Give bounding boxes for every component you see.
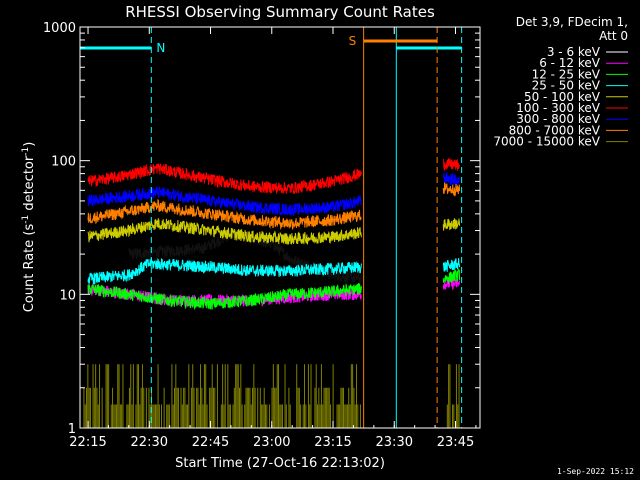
plot-frame [79,26,481,429]
x-tick-label-23:15: 23:15 [314,435,351,450]
y-axis-label: Count Rate (s-1 detector-1) [21,142,37,313]
series-line [442,267,461,284]
legend-header-1: Det 3,9, FDecim 1, [516,15,628,29]
x-tick-label-23:30: 23:30 [376,435,413,450]
series-line [442,172,460,187]
saa-label: S [349,34,357,48]
series-line [87,283,362,311]
x-tick-label-23:45: 23:45 [437,435,474,450]
legend-label-4: 50 - 100 keV [524,90,601,104]
legend-label-1: 6 - 12 keV [539,56,601,70]
footer-timestamp: 1-Sep-2022 15:12 [556,467,634,476]
series-line [87,199,362,231]
legend-label-5: 100 - 300 keV [516,101,600,115]
night-label: N [156,41,165,55]
x-tick-label-22:45: 22:45 [192,435,229,450]
legend-label-8: 7000 - 15000 keV [493,135,600,149]
legend-label-0: 3 - 6 keV [547,45,601,59]
x-tick-label-22:30: 22:30 [131,435,168,450]
legend-label-7: 800 - 7000 keV [509,123,601,137]
y-tick-label-1000: 1000 [43,21,76,36]
x-axis-label: Start Time (27-Oct-16 22:13:02) [175,456,385,471]
x-tick-label-22:15: 22:15 [69,435,106,450]
series-line [87,257,362,285]
series-line [87,186,362,216]
axes-layer: 22:15 22:30 22:45 23:00 23:15 23:30 23:45 1 10 10… [43,21,480,450]
legend-label-3: 25 - 50 keV [532,79,601,93]
series-line [442,182,461,197]
series-line [442,218,461,231]
series-line [87,218,362,245]
series-line [87,163,362,194]
series-layer [83,158,461,428]
series-line [442,158,461,172]
chart-title: RHESSI Observing Summary Count Rates [125,3,435,21]
y-tick-label-1: 1 [68,422,76,437]
x-tick-label-23:00: 23:00 [253,435,290,450]
y-tick-label-10: 10 [59,288,76,303]
legend-label-2: 12 - 25 keV [532,67,601,81]
legend-header-2: Att 0 [599,29,628,43]
y-tick-label-100: 100 [51,155,76,170]
series-line [442,257,461,272]
legend-label-6: 300 - 800 keV [516,112,600,126]
